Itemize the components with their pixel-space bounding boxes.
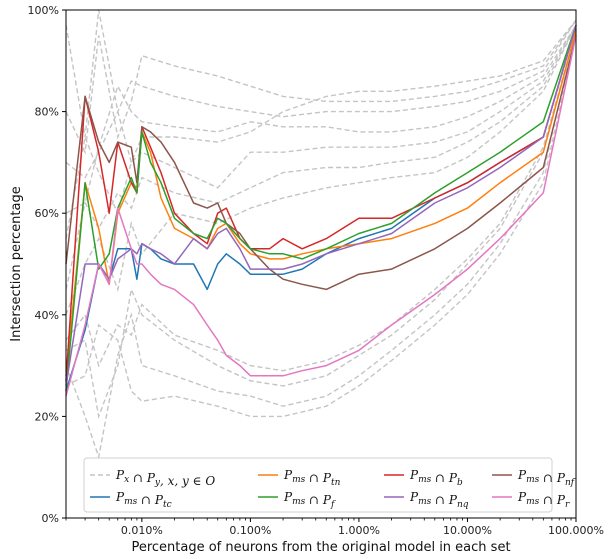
x-axis: 0.010% 0.100% 1.000% 10.000% 100.000% [65, 518, 604, 537]
gray-series-group [65, 9, 577, 460]
legend-label-r: Pms ∩ Pr [517, 490, 570, 510]
gray-series-line-2 [65, 19, 577, 179]
gray-series-line-10 [65, 30, 577, 372]
x-tick-label: 100.000% [548, 524, 604, 537]
legend-label-gray: Px ∩ Py, x, y ∈ O [115, 468, 215, 488]
series-line-tc [65, 24, 577, 392]
x-axis-label: Percentage of neurons from the original … [131, 540, 510, 555]
plot-frame [65, 9, 577, 519]
gray-series-line-3 [65, 24, 577, 214]
y-tick-label: 100% [28, 4, 59, 17]
x-tick-label: 0.010% [121, 524, 163, 537]
color-series-group [65, 24, 577, 397]
legend-label-b: Pms ∩ Pb [409, 468, 463, 488]
gray-series-line-1 [65, 19, 577, 155]
series-line-nf [65, 35, 577, 291]
gray-series-line-5 [65, 24, 577, 290]
y-tick-label: 40% [35, 309, 59, 322]
x-tick-label: 10.000% [443, 524, 492, 537]
legend-label-tc: Pms ∩ Ptc [115, 490, 172, 510]
series-line-f [65, 24, 577, 392]
gray-series-line-8 [65, 30, 577, 460]
gray-series-line-0 [65, 9, 577, 165]
x-tick-label: 0.100% [229, 524, 271, 537]
series-line-nq [65, 24, 577, 387]
legend-label-nf: Pms ∩ Pnf [517, 468, 576, 488]
gray-series-line-6 [65, 24, 577, 316]
legend-label-f: Pms ∩ Pf [283, 490, 336, 510]
legend-label-tn: Pms ∩ Ptn [283, 468, 341, 488]
y-tick-label: 20% [35, 410, 59, 423]
y-axis: 0% 20% 40% 60% 80% 100% [28, 4, 66, 525]
legend-box [83, 457, 553, 513]
series-line-tn [65, 30, 577, 376]
y-tick-label: 0% [42, 512, 59, 525]
gray-series-line-7 [65, 30, 577, 420]
legend-label-nq: Pms ∩ Pnq [409, 490, 469, 510]
y-tick-label: 80% [35, 106, 59, 119]
y-tick-label: 60% [35, 207, 59, 220]
y-axis-label: Intersection percentage [9, 186, 24, 341]
gray-series-line-4 [65, 24, 577, 239]
series-line-r [65, 35, 577, 397]
x-tick-label: 1.000% [338, 524, 380, 537]
